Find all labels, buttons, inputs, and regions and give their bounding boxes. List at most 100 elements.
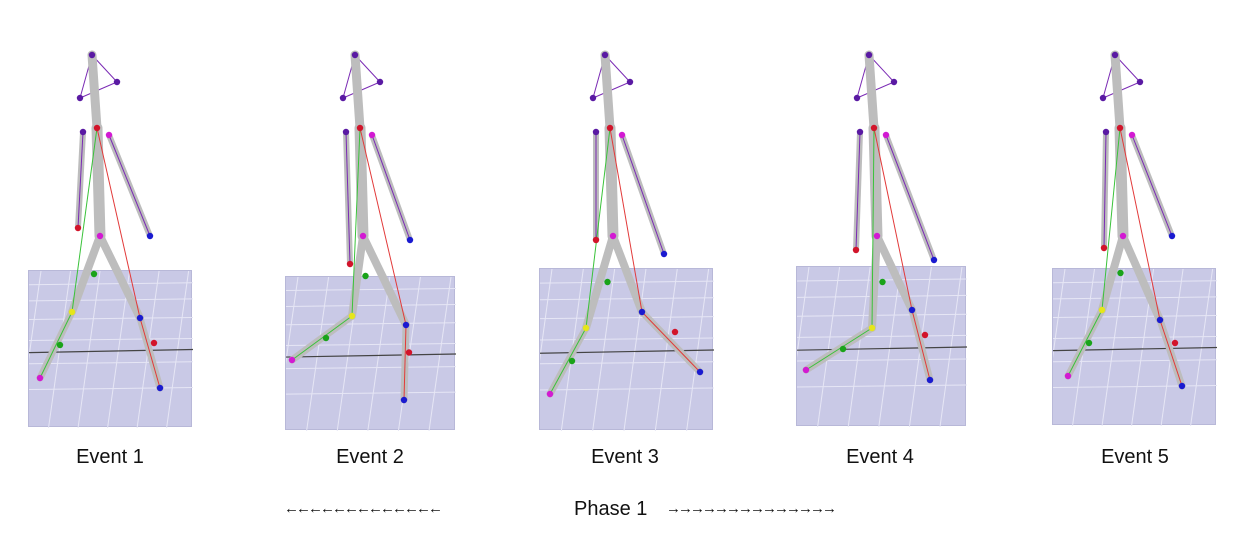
joint-marker (592, 236, 600, 244)
left-thigh-bone (68, 232, 104, 316)
grid-line (29, 282, 193, 286)
joint-marker (136, 314, 144, 322)
joint-marker (36, 374, 44, 382)
right-thigh-bone (609, 232, 646, 316)
skeleton-figure (288, 50, 414, 404)
joint-marker (926, 376, 934, 384)
marker-line (885, 134, 935, 261)
joint-marker (339, 94, 347, 102)
grid-line (623, 269, 647, 431)
spine-bone (354, 122, 369, 242)
joint-marker (96, 232, 104, 240)
joint-marker (908, 306, 916, 314)
marker-line (291, 315, 353, 361)
joint-marker (76, 94, 84, 102)
joint-marker (405, 349, 413, 356)
grid-line (540, 297, 714, 301)
grid-line (286, 391, 456, 395)
joint-marker (852, 246, 860, 254)
joint-marker (146, 232, 154, 240)
grid-line (1053, 296, 1217, 300)
joint-marker (873, 232, 881, 240)
grid-line (540, 316, 714, 320)
grid-line (1101, 269, 1125, 426)
marker-line (403, 324, 407, 401)
grid-line (286, 303, 456, 307)
grid-line (1053, 314, 1217, 318)
marker-line (621, 134, 665, 255)
joint-marker (601, 51, 609, 59)
joint-marker (1102, 128, 1110, 136)
joint-marker (1171, 339, 1179, 347)
joint-marker (113, 78, 121, 86)
floor-grid (796, 266, 967, 427)
grid-line (48, 271, 72, 428)
joint-marker (921, 331, 929, 339)
grid-line (797, 294, 967, 298)
joint-marker (348, 312, 356, 320)
grid-line (29, 298, 193, 302)
joint-marker (626, 78, 634, 86)
joint-marker (882, 131, 890, 139)
joint-marker (150, 339, 158, 347)
joint-marker (93, 124, 101, 132)
joint-marker (400, 396, 408, 404)
marker-line (1101, 127, 1121, 311)
event-panel-3: Event 3 (539, 50, 714, 468)
left-thigh-bone (348, 232, 367, 320)
grid-line (817, 267, 841, 427)
joint-marker (879, 278, 886, 286)
skeleton-figure (36, 50, 164, 392)
joint-marker (1111, 51, 1119, 59)
joint-marker (1099, 94, 1107, 102)
event-label: Event 4 (846, 446, 914, 468)
joint-marker (402, 321, 410, 329)
joint-marker (56, 341, 64, 349)
joint-marker (1128, 131, 1136, 139)
joint-marker (368, 131, 376, 139)
neck-bone (864, 50, 879, 133)
joint-marker (839, 345, 847, 353)
neck-bone (1110, 50, 1125, 133)
horizon-line (286, 353, 456, 358)
marker-line (71, 127, 98, 313)
left-thigh-bone (868, 232, 881, 332)
joint-marker (865, 51, 873, 59)
spine-bone (1114, 122, 1129, 242)
grid-line (797, 384, 967, 388)
grid-line (1053, 335, 1217, 339)
event-panel-1: Event 1 (0, 0, 240, 480)
event-label: Event 2 (336, 446, 404, 468)
phase-indicator: ←←←←←←←←←←←←← Phase 1 →→→→→→→→→→→→→→ (284, 496, 954, 522)
joint-marker (68, 308, 76, 316)
joint-marker (88, 51, 96, 59)
joint-marker (1156, 316, 1164, 324)
joint-marker (638, 308, 646, 316)
right-arrows: →→→→→→→→→→→→→→ (666, 500, 837, 517)
joint-marker (322, 334, 330, 342)
marker-line (39, 311, 73, 379)
grid-line (797, 334, 967, 338)
grid-line (797, 313, 967, 317)
grid-line (29, 316, 193, 320)
joint-marker (105, 131, 113, 139)
right-thigh-bone (359, 232, 410, 329)
neck-bone (350, 50, 365, 133)
joint-marker (346, 260, 354, 268)
marker-line (911, 309, 931, 381)
grid-line (286, 277, 299, 365)
grid-line (286, 366, 456, 370)
joint-marker (1098, 306, 1106, 314)
joint-marker (90, 270, 98, 278)
left-arrows: ←←←←←←←←←←←←← (284, 500, 443, 517)
marker-line (1103, 131, 1107, 249)
left-thigh-bone (582, 232, 617, 332)
grid-line (29, 271, 42, 361)
joint-marker (1085, 339, 1093, 347)
skeleton-figure (802, 50, 938, 384)
joint-marker (376, 78, 384, 86)
joint-marker (890, 78, 898, 86)
grid-line (77, 271, 101, 428)
joint-marker (606, 124, 614, 132)
joint-marker (342, 128, 350, 136)
